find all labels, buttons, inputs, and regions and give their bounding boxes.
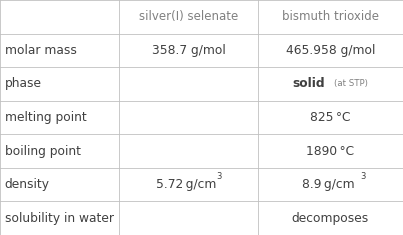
Text: solid: solid [292,77,324,90]
Text: solubility in water: solubility in water [5,212,114,225]
Text: boiling point: boiling point [5,145,81,158]
Text: 358.7 g/mol: 358.7 g/mol [152,44,225,57]
Text: 825 °C: 825 °C [310,111,351,124]
Text: 3: 3 [217,172,222,181]
Text: molar mass: molar mass [5,44,77,57]
Text: decomposes: decomposes [292,212,369,225]
Text: density: density [5,178,50,191]
Text: phase: phase [5,77,42,90]
Text: 5.72 g/cm: 5.72 g/cm [156,178,216,191]
Text: (at STP): (at STP) [334,79,368,88]
Text: 8.9 g/cm: 8.9 g/cm [302,178,355,191]
Text: 1890 °C: 1890 °C [306,145,355,158]
Text: melting point: melting point [5,111,87,124]
Text: silver(I) selenate: silver(I) selenate [139,10,238,23]
Text: 3: 3 [361,172,366,181]
Text: bismuth trioxide: bismuth trioxide [282,10,379,23]
Text: 465.958 g/mol: 465.958 g/mol [286,44,375,57]
